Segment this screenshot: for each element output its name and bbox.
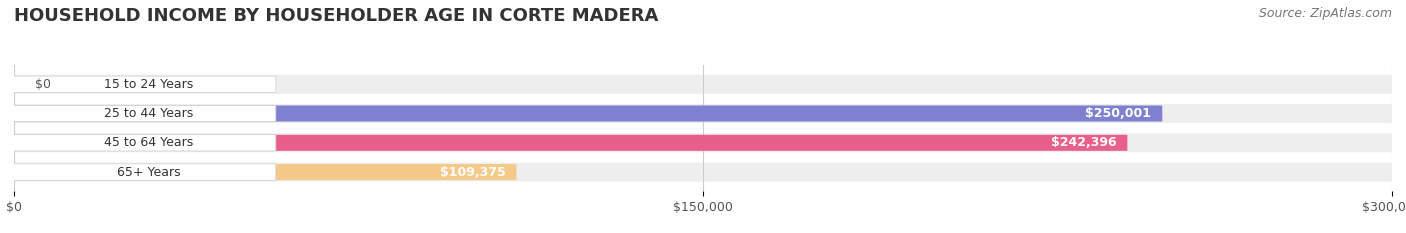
Text: $242,396: $242,396 xyxy=(1050,136,1116,149)
Text: 15 to 24 Years: 15 to 24 Years xyxy=(104,78,193,91)
Text: HOUSEHOLD INCOME BY HOUSEHOLDER AGE IN CORTE MADERA: HOUSEHOLD INCOME BY HOUSEHOLDER AGE IN C… xyxy=(14,7,658,25)
FancyBboxPatch shape xyxy=(14,163,1392,182)
FancyBboxPatch shape xyxy=(7,164,276,180)
Text: Source: ZipAtlas.com: Source: ZipAtlas.com xyxy=(1258,7,1392,20)
FancyBboxPatch shape xyxy=(14,135,1128,151)
Text: 65+ Years: 65+ Years xyxy=(117,165,180,178)
Text: $0: $0 xyxy=(35,78,51,91)
Text: $250,001: $250,001 xyxy=(1085,107,1152,120)
FancyBboxPatch shape xyxy=(7,105,276,122)
Text: $109,375: $109,375 xyxy=(440,165,505,178)
Text: 45 to 64 Years: 45 to 64 Years xyxy=(104,136,193,149)
FancyBboxPatch shape xyxy=(14,104,1392,123)
Text: 25 to 44 Years: 25 to 44 Years xyxy=(104,107,193,120)
FancyBboxPatch shape xyxy=(14,106,1163,122)
FancyBboxPatch shape xyxy=(7,76,276,93)
FancyBboxPatch shape xyxy=(7,135,276,151)
FancyBboxPatch shape xyxy=(14,75,1392,94)
FancyBboxPatch shape xyxy=(14,164,516,180)
FancyBboxPatch shape xyxy=(14,133,1392,152)
